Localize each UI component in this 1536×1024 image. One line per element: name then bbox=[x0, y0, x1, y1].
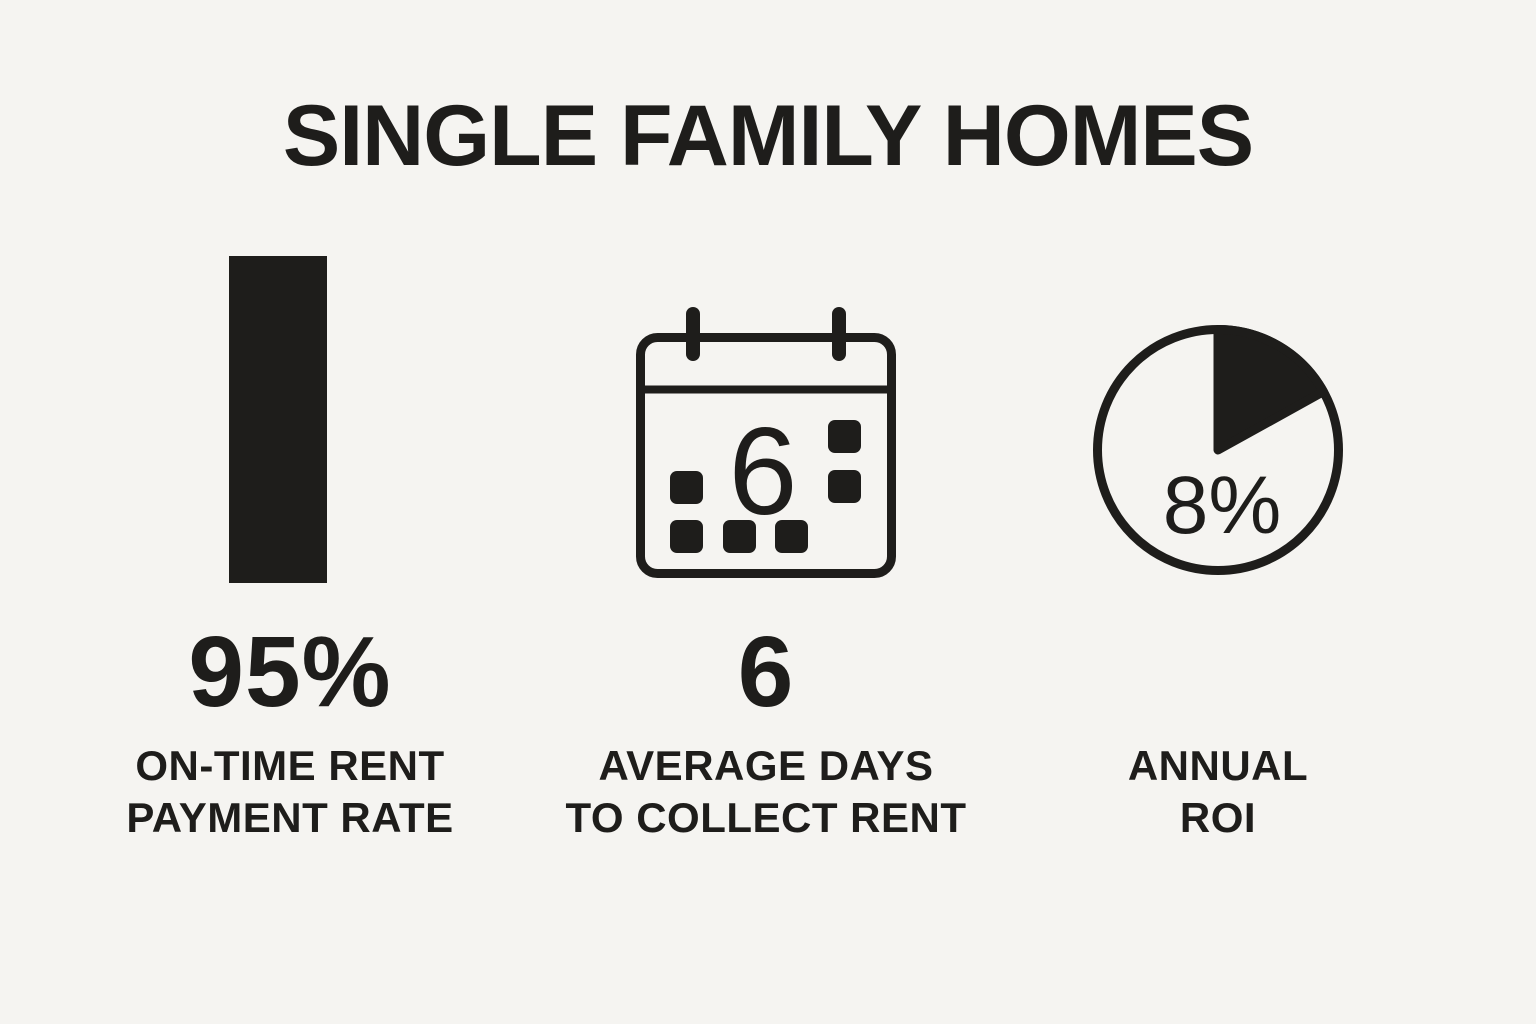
stat-days-to-collect: 6 6 AVERAGE DAYS TO COLLECT RENT bbox=[536, 0, 996, 1024]
calendar-dot bbox=[670, 520, 703, 553]
calendar-dot bbox=[828, 470, 861, 503]
stat-label-line: ROI bbox=[1179, 794, 1257, 841]
pie-slice bbox=[1213, 325, 1328, 455]
calendar-dot bbox=[828, 420, 861, 453]
bar-chart-icon bbox=[229, 256, 327, 583]
page-title: SINGLE FAMILY HOMES bbox=[282, 88, 1254, 184]
stat-on-time-rent: 95% ON-TIME RENT PAYMENT RATE bbox=[60, 0, 520, 1024]
calendar-dot bbox=[670, 471, 703, 504]
calendar-dot bbox=[775, 520, 808, 553]
stat-label-on-time-rent: ON-TIME RENT PAYMENT RATE bbox=[60, 740, 520, 844]
stat-value-on-time-rent: 95% bbox=[188, 616, 392, 728]
calendar-icon: 6 bbox=[636, 307, 896, 578]
stat-annual-roi: 8% ANNUAL ROI bbox=[988, 0, 1448, 1024]
calendar-day-number: 6 bbox=[729, 403, 798, 541]
stat-label-line: PAYMENT RATE bbox=[126, 794, 454, 841]
stat-label-annual-roi: ANNUAL ROI bbox=[988, 740, 1448, 844]
calendar-dot bbox=[723, 520, 756, 553]
stat-value-days-to-collect: 6 bbox=[737, 616, 795, 728]
stat-label-line: ON-TIME RENT bbox=[135, 742, 445, 789]
pie-chart-icon: 8% bbox=[1093, 325, 1343, 575]
stat-label-line: ANNUAL bbox=[1127, 742, 1309, 789]
stat-label-line: AVERAGE DAYS bbox=[598, 742, 934, 789]
stat-label-line: TO COLLECT RENT bbox=[565, 794, 967, 841]
stat-label-days-to-collect: AVERAGE DAYS TO COLLECT RENT bbox=[536, 740, 996, 844]
stat-value-annual-roi: 8% bbox=[1163, 460, 1282, 551]
